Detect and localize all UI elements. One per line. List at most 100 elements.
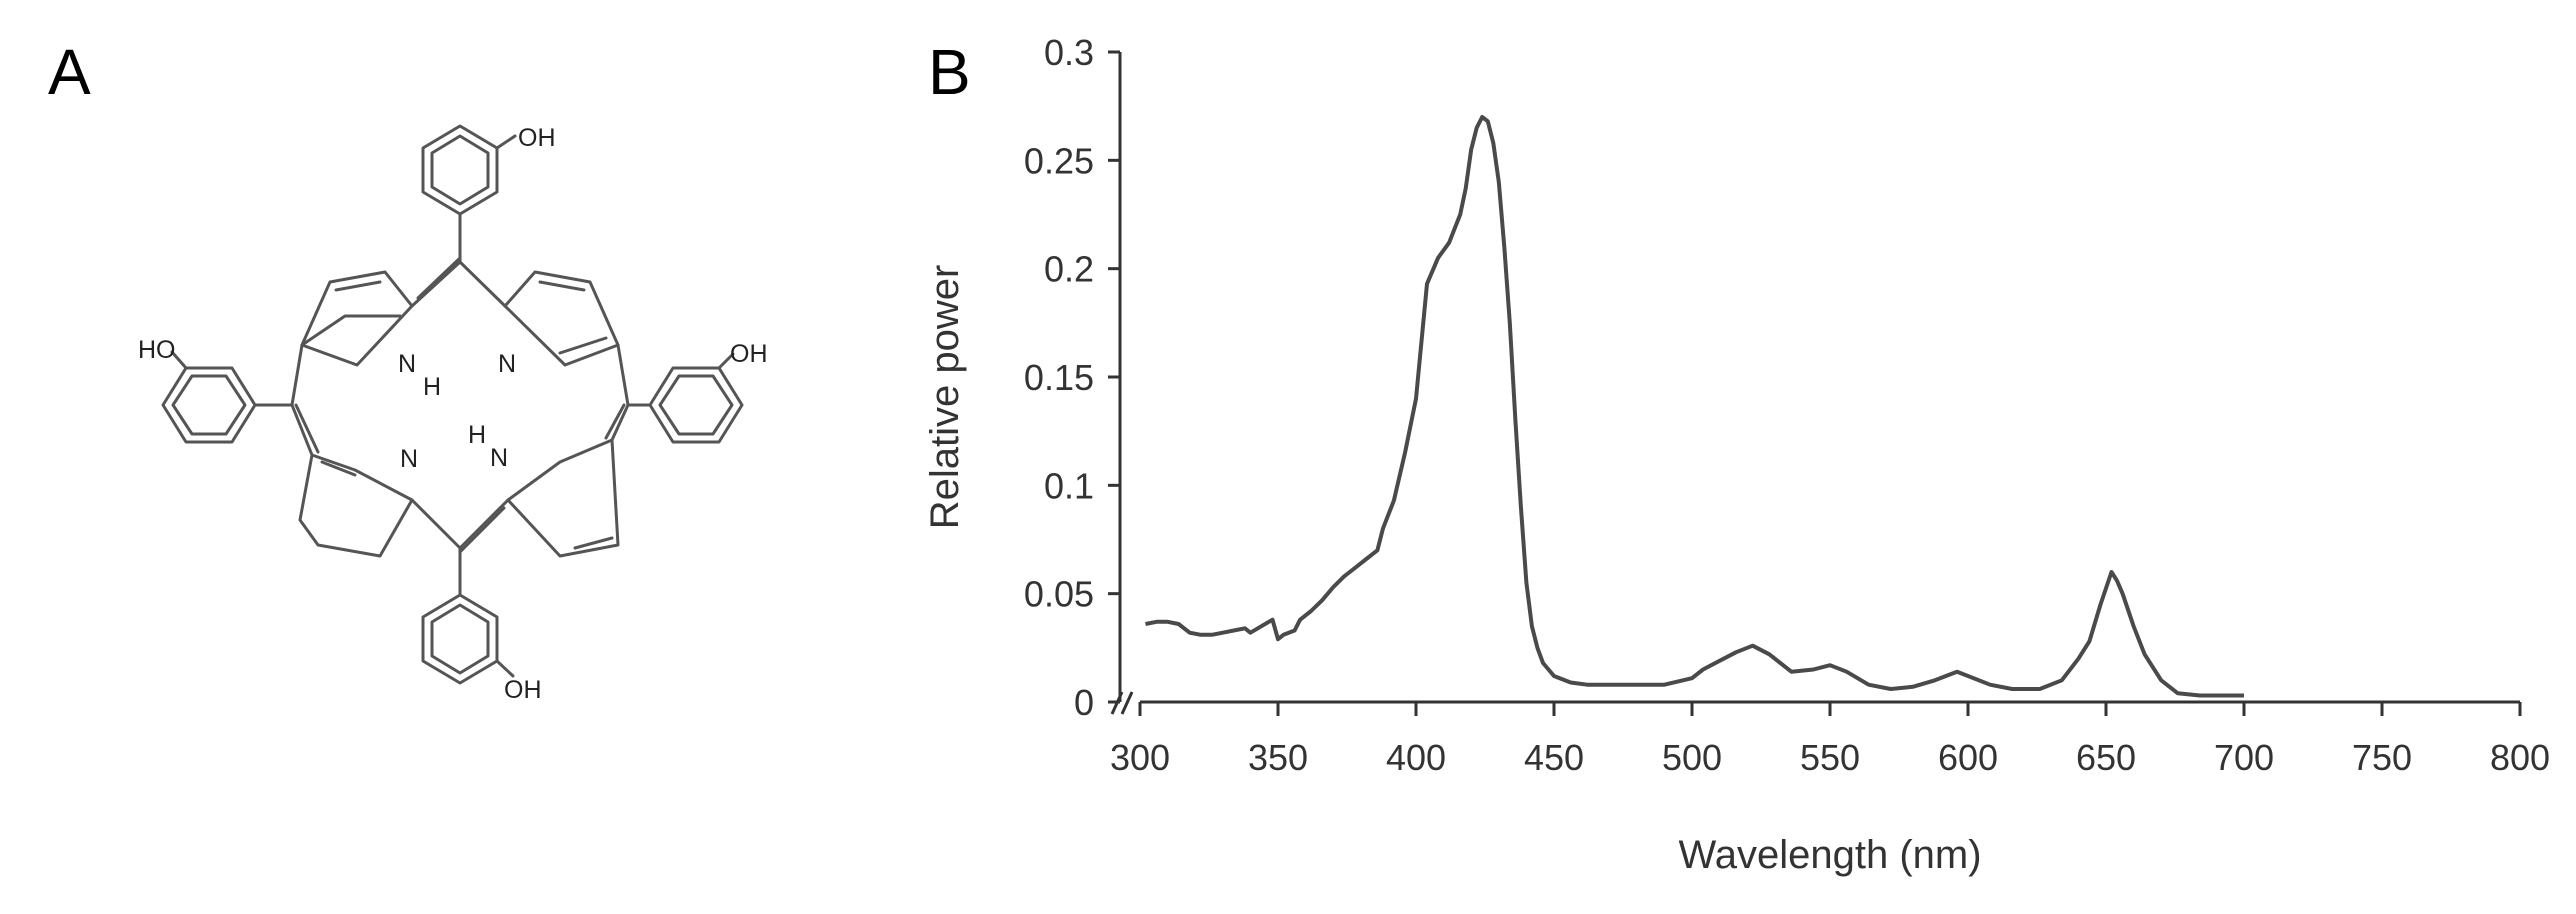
spectrum-point-84: [2220, 694, 2224, 698]
spectrum-point-11: [1259, 624, 1263, 628]
spectrum-point-31: [1458, 213, 1462, 217]
spectrum-point-81: [2159, 678, 2163, 682]
spectrum-point-72: [2060, 678, 2064, 682]
spectrum-points: [1144, 115, 2247, 698]
spectrum-point-18: [1320, 598, 1324, 602]
spectrum-point-68: [1966, 674, 1970, 678]
spectrum-point-5: [1199, 633, 1203, 637]
spectrum-point-1: [1155, 620, 1159, 624]
phenyl-left: HO: [138, 336, 257, 444]
spectrum-point-37: [1491, 141, 1495, 145]
spectrum-point-0: [1144, 622, 1148, 626]
spectrum-point-69: [1988, 683, 1992, 687]
spectrum-point-29: [1436, 256, 1440, 260]
oh-left-label: HO: [138, 336, 176, 364]
spectrum-point-76: [2110, 570, 2114, 574]
y-tick-label-0: 0: [1074, 682, 1094, 723]
spectrum-point-43: [1524, 581, 1528, 585]
spectrum-point-47: [1552, 674, 1556, 678]
spectrum-point-58: [1767, 652, 1771, 656]
phenyl-right: OH: [648, 340, 768, 444]
oh-right-label: OH: [730, 340, 768, 368]
spectrum-point-57: [1751, 644, 1755, 648]
phenyl-top: OH: [421, 124, 556, 216]
oh-top-label: OH: [518, 124, 556, 152]
spectrum-point-55: [1718, 659, 1722, 663]
spectrum-point-15: [1293, 629, 1297, 633]
spectrum-point-26: [1403, 451, 1407, 455]
x-axis-title: Wavelength (nm): [1678, 833, 1981, 877]
spectrum-line: [1145, 115, 2244, 698]
spectrum-point-41: [1513, 418, 1517, 422]
x-tick-label-300: 300: [1110, 737, 1170, 778]
y-tick-label-0.25: 0.25: [1024, 140, 1094, 181]
spectrum-point-59: [1789, 670, 1793, 674]
spectrum-point-14: [1282, 633, 1286, 637]
axis-break-stroke-1: [1120, 691, 1134, 715]
spectrum-point-32: [1464, 187, 1468, 191]
spectrum-point-53: [1690, 676, 1694, 680]
spectrum-point-13: [1276, 637, 1280, 641]
x-tick-label-500: 500: [1662, 737, 1722, 778]
spectrum-point-79: [2132, 624, 2136, 628]
spectrum-point-63: [1867, 683, 1871, 687]
phenyl-bottom: OH: [421, 593, 542, 704]
spectrum-point-12: [1271, 618, 1275, 622]
spectrum-point-36: [1486, 119, 1490, 123]
spectrum-point-8: [1232, 629, 1236, 633]
h-top-left-label: H: [423, 373, 441, 401]
spectrum-point-4: [1188, 631, 1192, 635]
spectrum-point-83: [2198, 694, 2202, 698]
spectrum-chart: 300 350 400 450 500 550 600 650 700 750 800 00.050…: [923, 32, 2550, 877]
spectrum-point-34: [1475, 126, 1479, 130]
y-axis-title: Relative power: [923, 265, 967, 530]
spectrum-point-24: [1381, 527, 1385, 531]
spectrum-point-49: [1585, 683, 1589, 687]
n-bottom-left-label: N: [400, 445, 418, 473]
oh-bottom-label: OH: [504, 676, 542, 704]
spectrum-point-60: [1811, 668, 1815, 672]
spectrum-point-71: [2038, 687, 2042, 691]
spectrum-point-74: [2087, 639, 2091, 643]
spectrum-point-19: [1331, 585, 1335, 589]
y-tick-label-0.05: 0.05: [1024, 574, 1094, 615]
x-tick-label-650: 650: [2076, 737, 2136, 778]
spectrum-point-73: [2076, 657, 2080, 661]
spectrum-point-52: [1662, 683, 1666, 687]
spectrum-point-22: [1364, 557, 1368, 561]
spectrum-point-38: [1497, 180, 1501, 184]
panel-a-label: A: [48, 36, 91, 108]
spectrum-point-82: [2176, 691, 2180, 695]
spectrum-point-44: [1530, 624, 1534, 628]
meso-right: [604, 343, 652, 442]
h-bottom-right-label: H: [468, 421, 486, 449]
spectrum-point-6: [1210, 633, 1214, 637]
spectrum-point-65: [1911, 685, 1915, 689]
porphyrin-structure: OH HO OH OH: [138, 124, 768, 704]
n-top-left-label: N: [398, 350, 416, 378]
x-tick-label-750: 750: [2352, 737, 2412, 778]
x-tick-label-350: 350: [1248, 737, 1308, 778]
spectrum-point-50: [1607, 683, 1611, 687]
spectrum-point-45: [1535, 646, 1539, 650]
spectrum-point-25: [1392, 499, 1396, 503]
meso-bottom: [410, 498, 510, 597]
x-tick-label-550: 550: [1800, 737, 1860, 778]
meso-left: [253, 343, 320, 457]
n-bottom-right-label: N: [490, 444, 508, 472]
spectrum-point-64: [1889, 687, 1893, 691]
spectrum-point-48: [1569, 681, 1573, 685]
y-tick-label-0.1: 0.1: [1044, 465, 1094, 506]
x-tick-label-700: 700: [2214, 737, 2274, 778]
spectrum-point-39: [1502, 245, 1506, 249]
spectrum-point-40: [1508, 321, 1512, 325]
spectrum-point-62: [1845, 670, 1849, 674]
spectrum-point-10: [1248, 631, 1252, 635]
x-tick-label-450: 450: [1524, 737, 1584, 778]
pyrrole-bottom-right: [506, 438, 620, 558]
y-tick-label-0.15: 0.15: [1024, 357, 1094, 398]
spectrum-point-85: [2242, 694, 2246, 698]
spectrum-point-2: [1166, 620, 1170, 624]
spectrum-point-54: [1701, 668, 1705, 672]
